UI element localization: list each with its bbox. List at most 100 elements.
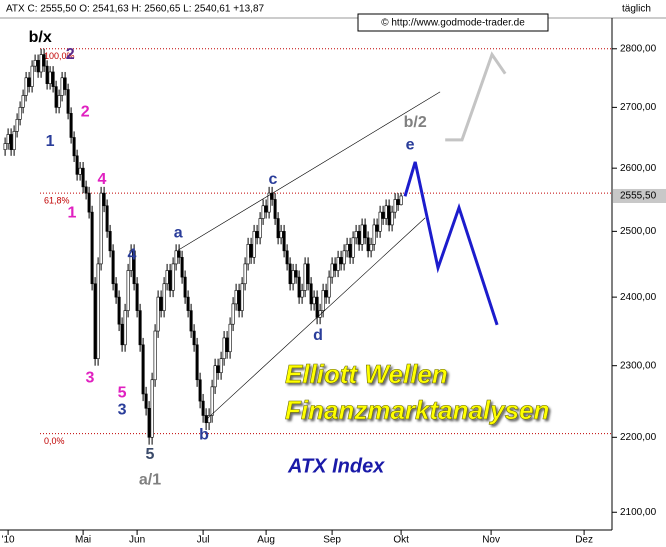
candle-body: [282, 231, 286, 252]
candle-body: [375, 224, 379, 232]
candle-body: [372, 224, 376, 245]
candle-body: [21, 95, 25, 108]
projection-line: [403, 161, 499, 326]
candle-body: [159, 296, 163, 311]
candle-body: [201, 400, 205, 416]
candle-body: [228, 323, 232, 353]
candle-body: [87, 192, 91, 213]
candle-body: [273, 199, 277, 219]
candle-body: [165, 270, 169, 285]
candle-body: [240, 283, 244, 311]
candle-body: [330, 263, 334, 278]
candle-body: [315, 296, 319, 318]
x-tick-label: Jul: [197, 535, 210, 546]
candle-body: [51, 71, 55, 87]
candle-body: [288, 263, 292, 285]
candle-body: [135, 283, 139, 311]
x-tick-label: Aug: [257, 535, 275, 546]
last-price-label: 2555,50: [620, 191, 657, 202]
candle-body: [333, 263, 337, 271]
candle-body: [30, 65, 34, 87]
candle-body: [24, 77, 28, 96]
x-tick-label: Okt: [393, 535, 409, 546]
candle-body: [105, 205, 109, 232]
candle-body: [42, 54, 46, 67]
candle-body: [48, 71, 52, 84]
candle-body: [291, 270, 295, 285]
candle-body: [141, 344, 145, 395]
level-label: 61,8%: [44, 196, 70, 206]
candle-body: [168, 270, 172, 291]
copyright-box: [357, 13, 549, 32]
candle-body: [318, 310, 322, 318]
candle-body: [345, 243, 349, 252]
candle-body: [216, 365, 220, 374]
candle-body: [360, 224, 364, 245]
candle-body: [123, 310, 127, 346]
candle-body: [147, 407, 151, 438]
candle-body: [327, 276, 331, 298]
candle-body: [54, 86, 58, 108]
candle-body: [306, 263, 310, 285]
candle-body: [183, 276, 187, 298]
candle-body: [285, 250, 289, 265]
candle-body: [354, 231, 358, 239]
wave-label: e: [406, 137, 415, 154]
level-label: 0,0%: [44, 436, 65, 446]
wave-label: b: [199, 426, 209, 443]
candle-body: [324, 290, 328, 298]
wave-label: 2: [81, 103, 90, 120]
candle-body: [90, 211, 94, 285]
candle-body: [297, 276, 301, 298]
candle-body: [312, 296, 316, 305]
header: ATX C: 2555,50 O: 2541,63 H: 2560,65 L: …: [6, 4, 265, 15]
frequency: täglich: [622, 4, 651, 15]
candle-body: [126, 270, 130, 311]
candle-body: [336, 257, 340, 271]
candle-body: [9, 134, 13, 150]
y-tick-label: 2300,00: [620, 360, 657, 371]
candle-body: [249, 243, 253, 258]
candle-body: [192, 330, 196, 346]
level-label: 100,0%: [44, 51, 75, 61]
wave-label: 5: [118, 384, 127, 401]
candle-body: [210, 386, 214, 416]
candle-body: [351, 237, 355, 258]
candle-body: [171, 263, 175, 291]
candle-body: [129, 250, 133, 271]
y-tick-label: 2600,00: [620, 163, 657, 174]
candle-body: [114, 283, 118, 298]
candle-body: [177, 250, 181, 258]
candle-body: [84, 186, 88, 194]
candle-body: [246, 243, 250, 265]
candle-body: [357, 231, 361, 245]
candle-body: [108, 231, 112, 252]
candle-body: [12, 131, 16, 150]
candle-body: [303, 263, 307, 291]
y-tick-label: 2400,00: [620, 292, 657, 303]
candle-body: [93, 283, 97, 360]
candle-body: [144, 393, 148, 409]
candle-body: [120, 323, 124, 346]
wave-label: 4: [128, 247, 137, 264]
candle-body: [207, 415, 211, 424]
candle-body: [309, 283, 313, 305]
wave-label: c: [269, 171, 278, 188]
candle-body: [111, 250, 115, 285]
candle-body: [81, 167, 85, 188]
candle-body: [153, 330, 157, 381]
wave-label: 5: [146, 446, 155, 463]
copyright: © http://www.godmode-trader.de: [381, 18, 525, 29]
candle-body: [381, 211, 385, 219]
x-tick-label: Sep: [323, 535, 341, 546]
candle-body: [387, 205, 391, 226]
y-tick-label: 2200,00: [620, 432, 657, 443]
candle-body: [342, 250, 346, 265]
x-tick-label: '10: [2, 535, 15, 546]
candle-body: [66, 89, 70, 114]
x-tick-label: Jun: [129, 535, 145, 546]
candle-body: [39, 54, 43, 73]
candle-body: [393, 199, 397, 213]
candle-body: [339, 257, 343, 265]
